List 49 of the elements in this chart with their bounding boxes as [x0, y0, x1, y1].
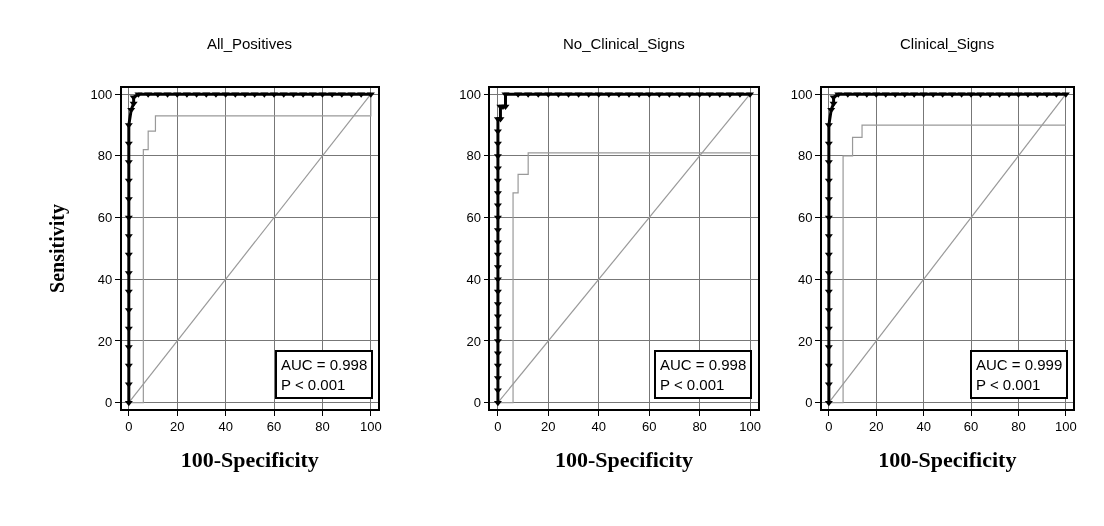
- y-tick-label: 60: [466, 210, 482, 226]
- y-tick-label: 20: [466, 333, 482, 349]
- y-tick-label: 0: [473, 395, 482, 411]
- x-tick-label: 40: [916, 419, 931, 435]
- y-tick-label: 40: [97, 271, 113, 287]
- x-tick-label: 0: [494, 419, 502, 435]
- y-tick-label: 60: [97, 210, 113, 226]
- x-axis-title: 100-Specificity: [878, 446, 1017, 472]
- y-tick-label: 0: [104, 395, 113, 411]
- x-tick-label: 80: [1011, 419, 1026, 435]
- annotation: P < 0.001: [281, 375, 346, 393]
- chart-title: All_Positives: [207, 35, 293, 52]
- y-tick-label: 40: [466, 271, 482, 287]
- y-tick-label: 80: [97, 148, 113, 164]
- annotation: AUC = 0.998: [660, 356, 747, 373]
- x-tick-label: 40: [218, 419, 233, 435]
- annotation: AUC = 0.999: [976, 356, 1063, 373]
- y-tick-label: 0: [805, 395, 813, 411]
- x-tick-label: 20: [869, 419, 884, 435]
- y-tick-label: 20: [97, 333, 113, 349]
- y-tick-label: 20: [797, 333, 813, 349]
- annotation: AUC = 0.998: [281, 356, 368, 373]
- y-tick-label: 60: [797, 210, 813, 226]
- annotation: P < 0.001: [660, 375, 725, 393]
- chart-title: No_Clinical_Signs: [563, 35, 685, 52]
- y-axis-title: Sensitivity: [46, 203, 70, 293]
- x-axis-title: 100-Specificity: [554, 446, 694, 472]
- y-tick-label: 100: [790, 86, 813, 102]
- x-tick-label: 0: [125, 419, 133, 435]
- x-tick-label: 60: [963, 419, 979, 435]
- x-tick-label: 20: [541, 419, 556, 435]
- y-tick-label: 80: [466, 148, 482, 164]
- x-tick-label: 60: [266, 419, 282, 435]
- x-tick-label: 100: [739, 419, 761, 435]
- y-tick-label: 100: [90, 86, 113, 102]
- x-tick-label: 80: [315, 419, 330, 435]
- y-tick-label: 100: [459, 86, 482, 102]
- chart-title: Clinical_Signs: [900, 35, 995, 52]
- x-axis-title: 100-Specificity: [180, 446, 319, 472]
- x-tick-label: 80: [692, 419, 707, 435]
- annotation: P < 0.001: [976, 375, 1041, 393]
- y-tick-label: 80: [797, 148, 813, 164]
- y-tick-label: 40: [797, 271, 813, 287]
- x-tick-label: 40: [591, 419, 606, 435]
- x-tick-label: 100: [1055, 419, 1077, 435]
- x-tick-label: 20: [169, 419, 185, 435]
- x-tick-label: 100: [360, 419, 382, 435]
- x-tick-label: 0: [825, 419, 833, 435]
- x-tick-label: 60: [641, 419, 657, 435]
